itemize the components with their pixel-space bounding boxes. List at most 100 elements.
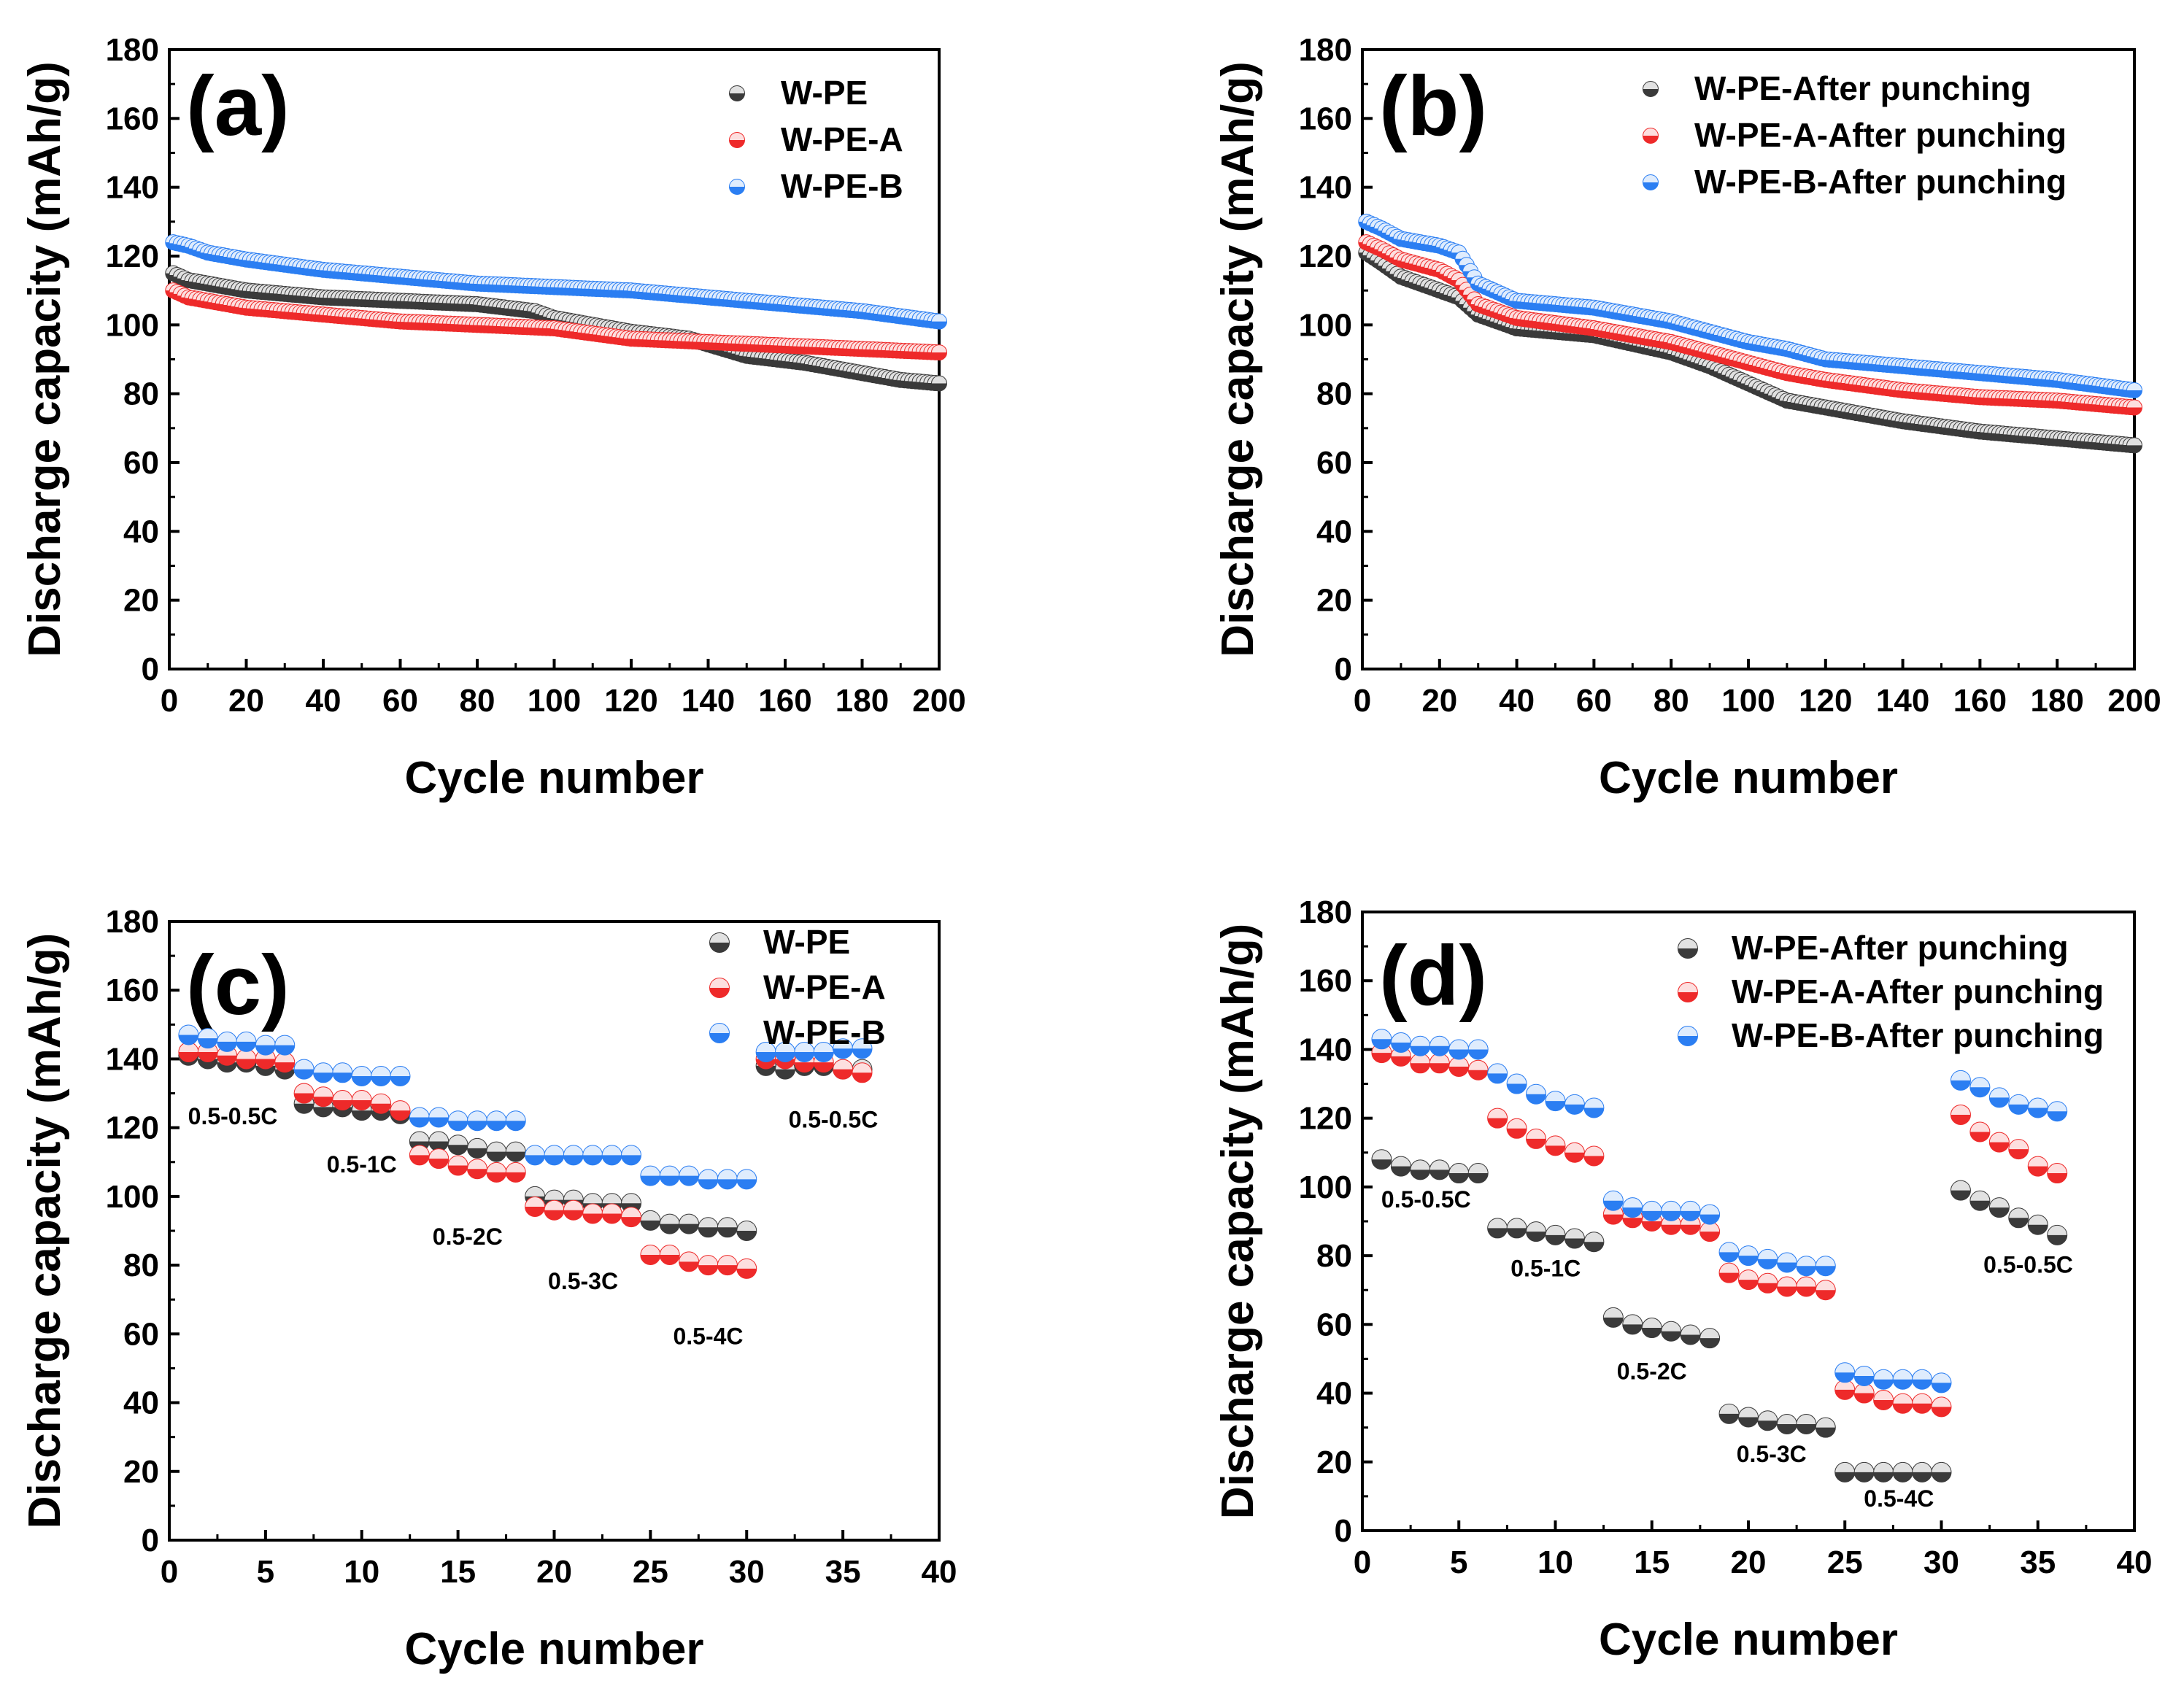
x-tick-label: 35 [825, 1554, 861, 1590]
legend-marker [1643, 81, 1659, 97]
x-tick-label: 5 [257, 1554, 274, 1590]
data-point [582, 1203, 603, 1224]
data-point [1931, 1461, 1952, 1483]
y-tick-label: 60 [123, 1316, 159, 1352]
data-point [1467, 1163, 1489, 1184]
data-point [1583, 1097, 1605, 1118]
data-point [1410, 1053, 1431, 1074]
series-w-pe-b [165, 234, 947, 330]
data-point [1969, 1190, 1991, 1211]
data-point [659, 1165, 680, 1186]
x-axis-label: Cycle number [1599, 753, 1898, 803]
data-point [698, 1169, 719, 1190]
data-point [1834, 1379, 1856, 1400]
data-point [1680, 1200, 1701, 1221]
series-w-pe-a-after-punching [1371, 1043, 2068, 1418]
legend-marker [709, 932, 730, 953]
y-tick-label: 140 [106, 1041, 159, 1077]
data-point [1371, 1029, 1392, 1050]
x-tick-label: 10 [1537, 1545, 1573, 1580]
x-tick-label: 35 [2020, 1545, 2056, 1580]
legend-marker [729, 132, 745, 148]
data-point [1873, 1369, 1894, 1390]
y-axis-label: Discharge capacity (mAh/g) [20, 61, 70, 657]
data-point [447, 1134, 468, 1156]
legend-entry: W-PE-B [729, 167, 903, 205]
data-point [1950, 1180, 1971, 1201]
data-point [698, 1255, 719, 1276]
y-tick-label: 40 [1316, 1376, 1352, 1412]
data-point [409, 1107, 430, 1128]
series-w-pe-b-after-punching [1358, 213, 2142, 398]
data-point [217, 1031, 238, 1052]
y-tick-label: 120 [1299, 239, 1352, 274]
data-point [659, 1213, 680, 1234]
data-point [332, 1062, 353, 1083]
data-point [2047, 1224, 2068, 1245]
rate-annotation: 0.5-0.5C [188, 1103, 278, 1129]
data-point [525, 1197, 546, 1218]
data-point [659, 1244, 680, 1265]
data-point [1950, 1104, 1971, 1125]
data-point [274, 1035, 296, 1056]
data-point [1506, 1073, 1527, 1094]
data-point [2008, 1094, 2029, 1115]
data-point [1796, 1276, 1817, 1297]
y-tick-label: 40 [123, 514, 159, 549]
data-point [390, 1100, 411, 1121]
data-point [1815, 1417, 1836, 1438]
legend-label: W-PE-A-After punching [1694, 116, 2067, 154]
legend-entry: W-PE-After punching [1678, 929, 2069, 967]
data-point [1564, 1094, 1585, 1115]
data-point [1834, 1362, 1856, 1383]
y-tick-label: 100 [106, 1179, 159, 1215]
data-point [601, 1145, 622, 1166]
x-tick-label: 40 [1499, 683, 1535, 719]
data-point [293, 1083, 315, 1104]
legend-entry: W-PE-A [729, 120, 903, 158]
y-tick-label: 60 [1316, 1307, 1352, 1342]
data-point [1526, 1128, 1547, 1149]
data-point [1390, 1032, 1411, 1054]
data-point [236, 1031, 257, 1052]
data-point [755, 1042, 776, 1063]
data-point [1526, 1221, 1547, 1242]
legend-marker [729, 179, 745, 195]
x-tick-label: 200 [2107, 683, 2161, 719]
data-point [1718, 1242, 1740, 1263]
data-point [2008, 1207, 2029, 1229]
x-tick-label: 0 [1354, 1545, 1371, 1580]
data-point [1738, 1269, 1759, 1291]
data-point [313, 1086, 333, 1108]
legend-marker [729, 85, 745, 101]
data-point [1892, 1461, 1913, 1483]
data-point [2126, 437, 2142, 454]
legend-entry: W-PE-A [709, 968, 886, 1006]
data-point [931, 344, 947, 361]
legend-marker [1678, 1026, 1698, 1046]
data-point [1602, 1190, 1624, 1211]
data-point [833, 1059, 854, 1080]
data-point [467, 1137, 487, 1159]
data-point [1410, 1035, 1431, 1056]
data-point [1873, 1461, 1894, 1483]
data-point [2027, 1214, 2048, 1235]
data-point [1467, 1059, 1489, 1081]
y-tick-label: 60 [1316, 445, 1352, 481]
y-tick-label: 0 [142, 1523, 159, 1558]
data-point [351, 1089, 372, 1110]
data-point [1680, 1324, 1701, 1345]
legend-label: W-PE [781, 74, 868, 112]
x-tick-label: 200 [912, 683, 965, 719]
panel-label: (c) [186, 938, 290, 1032]
data-point [736, 1169, 757, 1190]
data-point [293, 1059, 315, 1080]
data-point [178, 1024, 199, 1045]
y-tick-label: 100 [106, 307, 159, 343]
y-tick-label: 120 [106, 1110, 159, 1146]
data-point [1410, 1159, 1431, 1180]
data-point [852, 1062, 873, 1083]
x-tick-label: 80 [460, 683, 495, 719]
data-point [371, 1066, 392, 1086]
